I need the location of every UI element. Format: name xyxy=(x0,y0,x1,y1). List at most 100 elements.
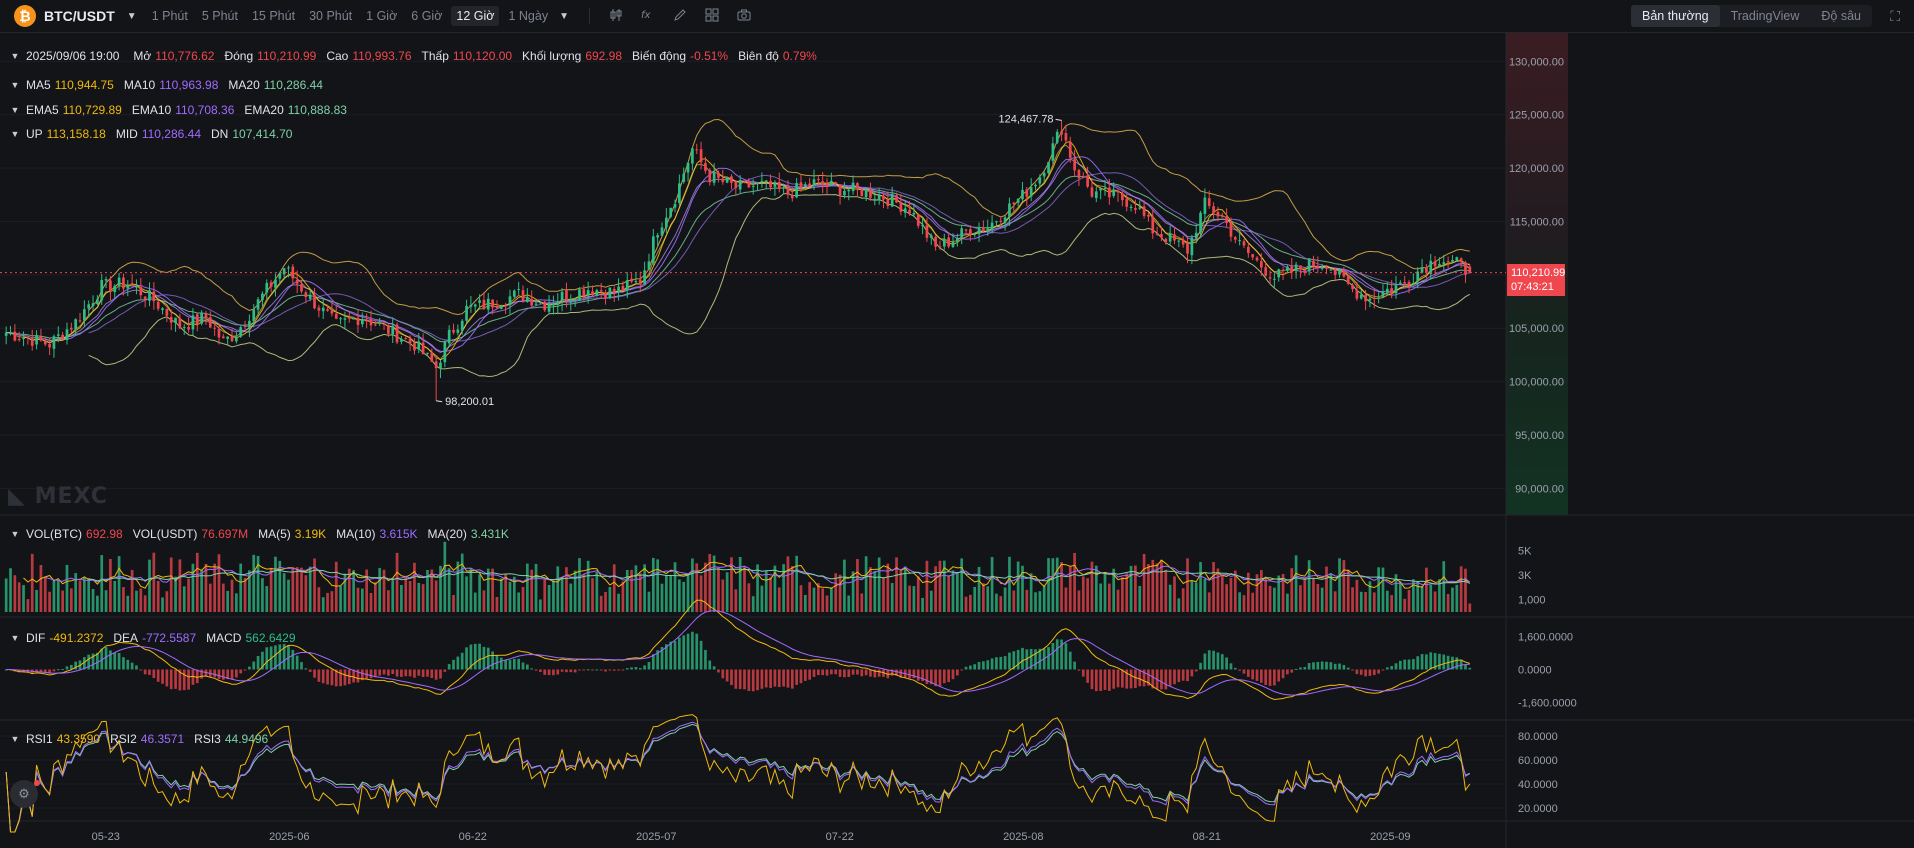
volume-bar xyxy=(678,579,681,612)
macd-label-0: DIF xyxy=(26,631,46,645)
timeframe-dropdown-icon[interactable]: ▼ xyxy=(559,10,569,22)
timeframe-0[interactable]: 1 Phút xyxy=(151,9,188,23)
timeframe-1[interactable]: 5 Phút xyxy=(201,9,238,23)
candle-body xyxy=(925,225,929,238)
candle-body xyxy=(886,199,890,207)
volume-bar xyxy=(52,579,56,612)
timeframe-4[interactable]: 1 Giờ xyxy=(366,9,398,23)
volume-bar xyxy=(1429,584,1433,612)
timeframe-2[interactable]: 15 Phút xyxy=(251,9,296,23)
candle-body xyxy=(1107,187,1111,198)
collapse-chevron-icon[interactable]: ▼ xyxy=(10,105,20,115)
date-tick-label: 2025-07 xyxy=(636,831,676,843)
indicator-icon[interactable]: fx xyxy=(632,8,664,25)
candle-body xyxy=(152,291,156,302)
camera-icon[interactable] xyxy=(728,8,760,25)
candle-body xyxy=(13,331,17,341)
macd-histogram-bar xyxy=(74,661,78,670)
volume-bar xyxy=(856,559,859,612)
settings-float-button[interactable]: ⚙ xyxy=(10,780,38,808)
collapse-chevron-icon[interactable]: ▼ xyxy=(10,80,20,90)
volume-bar xyxy=(1225,584,1228,612)
volume-bar xyxy=(148,559,151,612)
candle-body xyxy=(578,289,581,301)
candle-body xyxy=(1255,257,1259,261)
macd-histogram-bar xyxy=(625,668,629,670)
candle-body xyxy=(825,183,829,187)
collapse-chevron-icon[interactable]: ▼ xyxy=(10,734,20,744)
timeframe-3[interactable]: 30 Phút xyxy=(309,9,353,23)
volume-bar xyxy=(591,578,594,612)
volume-bar xyxy=(1212,562,1215,612)
candle-body xyxy=(539,302,542,304)
macd-histogram-bar xyxy=(17,669,21,673)
macd-histogram-bar xyxy=(148,669,151,675)
volume-bar xyxy=(43,576,47,612)
volume-bar xyxy=(1385,590,1389,612)
volume-bar xyxy=(1199,562,1202,612)
volume-bar xyxy=(87,578,91,612)
volume-bar xyxy=(343,573,347,612)
layout-icon[interactable] xyxy=(696,8,728,25)
candle-body xyxy=(899,201,903,212)
macd-histogram-bar xyxy=(756,669,759,691)
candle-body xyxy=(877,195,881,200)
pair-selector[interactable]: BTC/USDT xyxy=(44,8,115,24)
draw-icon[interactable] xyxy=(664,8,696,25)
macd-histogram-bar xyxy=(174,669,177,689)
collapse-chevron-icon[interactable]: ▼ xyxy=(10,529,20,539)
macd-histogram-bar xyxy=(387,669,390,676)
candle-type-icon[interactable] xyxy=(600,8,632,25)
mode-tab-1[interactable]: TradingView xyxy=(1730,9,1800,23)
macd-histogram-bar xyxy=(339,669,342,687)
volume-bar xyxy=(1433,591,1437,612)
macd-histogram-bar xyxy=(908,669,911,679)
volume-bar xyxy=(825,595,829,612)
candle-body xyxy=(17,338,21,340)
macd-histogram-bar xyxy=(360,669,364,681)
volume-bar xyxy=(569,583,573,612)
candle-body xyxy=(78,320,82,322)
macd-histogram-bar xyxy=(882,669,885,677)
candle-body xyxy=(895,195,898,203)
macd-histogram-bar xyxy=(1190,669,1194,677)
macd-histogram-bar xyxy=(521,662,525,670)
timeframe-5[interactable]: 6 Giờ xyxy=(411,9,443,23)
timeframe-7[interactable]: 1 Ngày xyxy=(508,9,549,23)
candle-body xyxy=(660,227,664,236)
volume-bar xyxy=(39,565,43,612)
volume-bar xyxy=(582,574,586,612)
date-tick-label: 07-22 xyxy=(826,831,854,843)
fullscreen-icon[interactable]: ⛶ xyxy=(1890,8,1900,24)
collapse-chevron-icon[interactable]: ▼ xyxy=(10,129,20,139)
macd-histogram-bar xyxy=(986,660,990,670)
volume-bar xyxy=(91,589,95,612)
candle-body xyxy=(1229,222,1233,237)
timeframe-6[interactable]: 12 Giờ xyxy=(451,6,500,26)
macd-histogram-bar xyxy=(769,669,772,688)
macd-histogram-bar xyxy=(1433,653,1437,670)
volume-bar xyxy=(1442,561,1446,612)
volume-bar xyxy=(35,589,38,612)
candle-body xyxy=(261,293,264,301)
macd-histogram-bar xyxy=(282,644,286,670)
macd-legend: ▼ DIF -491.2372 DEA -772.5587 MACD 562.6429 xyxy=(0,631,306,645)
macd-histogram-bar xyxy=(443,669,447,672)
candle-body xyxy=(1103,188,1107,190)
macd-histogram-bar xyxy=(643,665,646,670)
candle-body xyxy=(1021,189,1024,200)
chevron-down-icon[interactable]: ▼ xyxy=(126,10,137,22)
candle-body xyxy=(1342,270,1346,277)
candle-body xyxy=(291,266,295,279)
mode-tab-0[interactable]: Bản thường xyxy=(1630,5,1720,27)
macd-histogram-bar xyxy=(139,669,143,671)
volume-bar xyxy=(191,563,195,612)
ma5-line xyxy=(23,141,1471,361)
collapse-chevron-icon[interactable]: ▼ xyxy=(10,51,20,61)
collapse-chevron-icon[interactable]: ▼ xyxy=(10,633,20,643)
macd-histogram-bar xyxy=(1381,669,1385,671)
candlestick-chart[interactable]: 130,000.00 125,000.00 120,000.00 115,000.00… xyxy=(0,33,1914,848)
candle-body xyxy=(74,319,78,330)
candle-body xyxy=(169,317,173,323)
mode-tab-2[interactable]: Độ sâu xyxy=(1821,9,1861,23)
